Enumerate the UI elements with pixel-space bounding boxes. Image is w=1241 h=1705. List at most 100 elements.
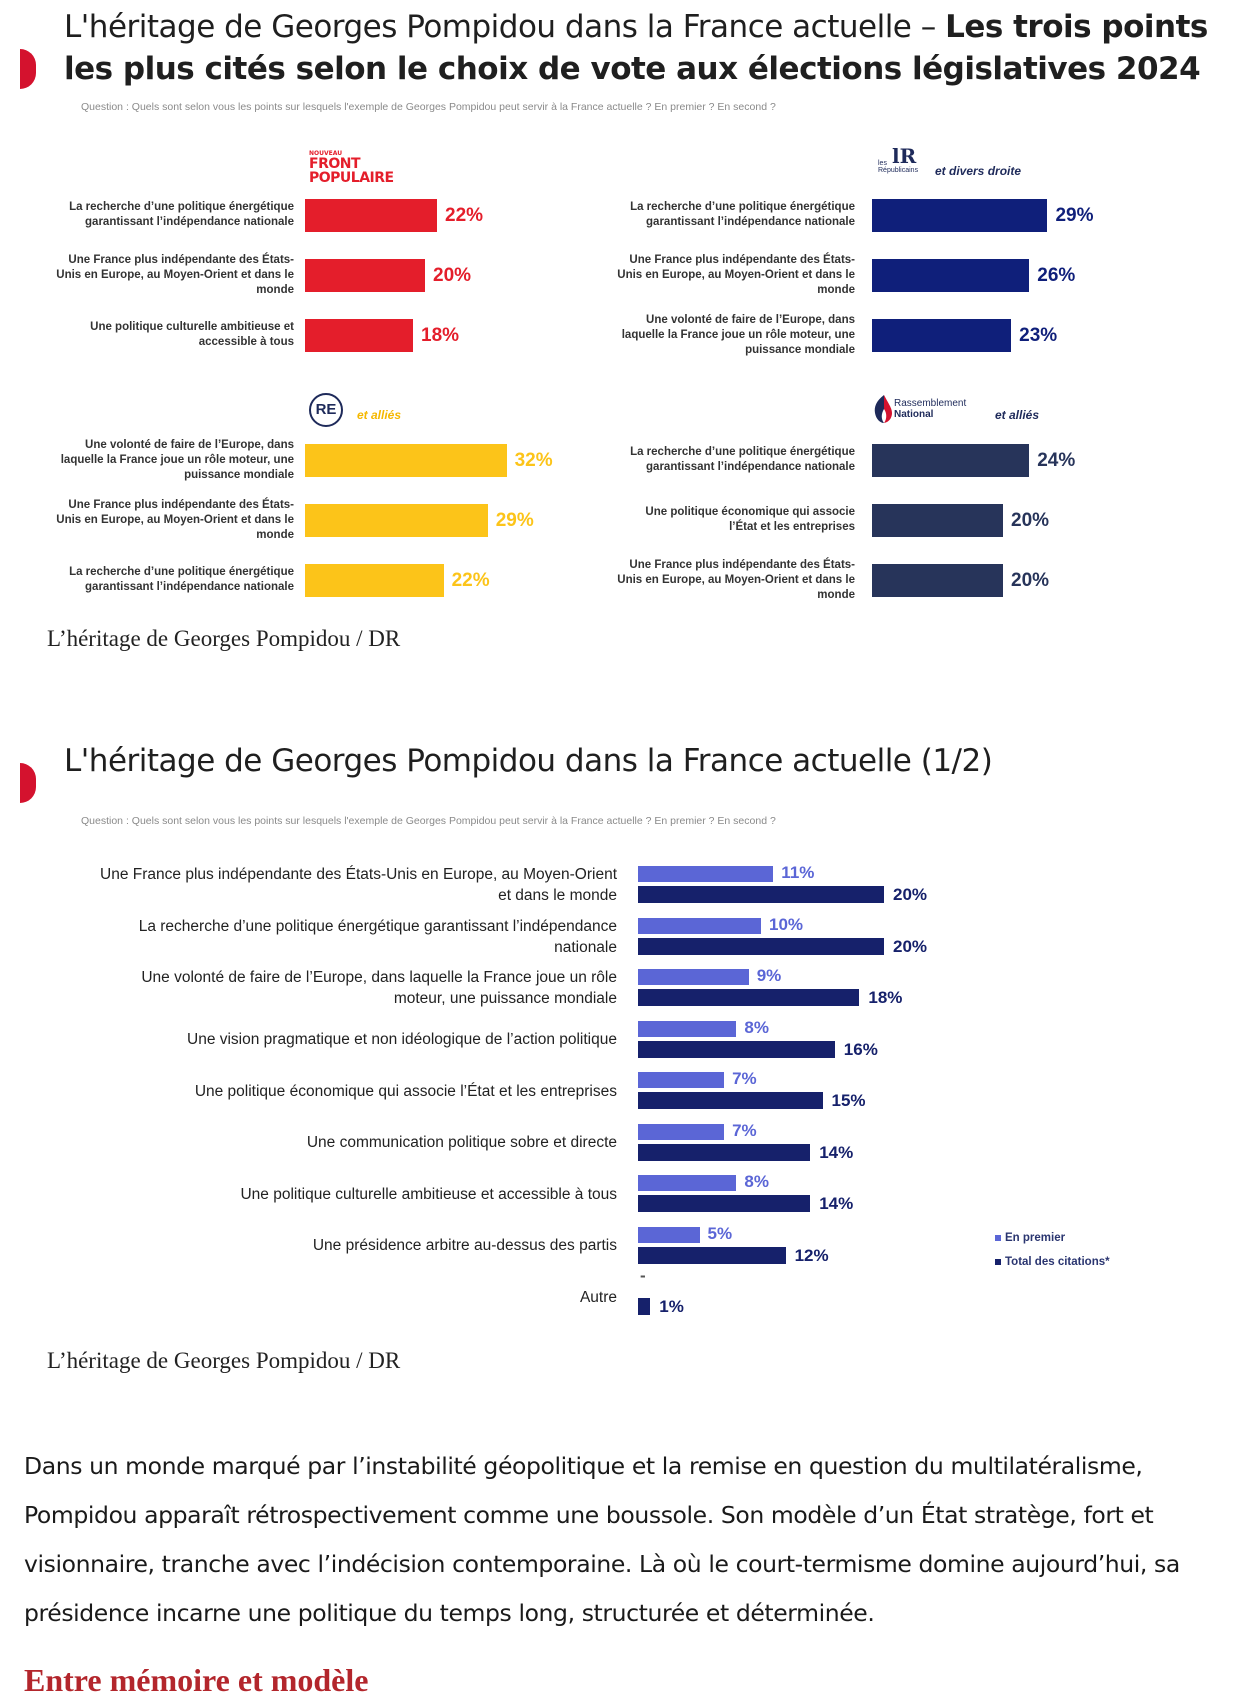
nfp-logo: NOUVEAU FRONT POPULAIRE xyxy=(309,150,394,185)
rn-value-label: 20% xyxy=(1011,570,1050,591)
bar-en-premier xyxy=(638,1123,725,1140)
nfp-logo-small: NOUVEAU xyxy=(309,150,343,157)
value-total: 20% xyxy=(893,936,928,956)
re-logo: RE xyxy=(309,393,343,427)
nfp-logo-line1: FRONT xyxy=(309,156,361,172)
overall-category-label: Une France plus indépendante des États-U… xyxy=(100,866,617,904)
bar-total xyxy=(638,1143,811,1161)
lr-logo-letters: lR xyxy=(892,144,917,168)
rn-suffix: et alliés xyxy=(995,408,1040,422)
value-en-premier: 10% xyxy=(769,914,804,934)
rn-value-label: 20% xyxy=(1011,510,1050,531)
overall-category-label: Une politique culturelle ambitieuse et a… xyxy=(240,1185,617,1203)
figure-1-caption: L’héritage de Georges Pompidou / DR xyxy=(47,626,401,651)
rn-category-label: Une politique économique qui associe l’É… xyxy=(645,506,855,533)
re-bar xyxy=(305,504,488,537)
figure-1-title: L'héritage de Georges Pompidou dans la F… xyxy=(64,6,1234,90)
lr-value-label: 26% xyxy=(1037,265,1076,286)
lr-value-label: 23% xyxy=(1019,325,1058,346)
re-category-label: Une volonté de faire de l’Europe, dans l… xyxy=(60,438,294,481)
value-total: 14% xyxy=(819,1194,854,1213)
bar-en-premier xyxy=(638,917,761,934)
rn-logo-line1: Rassemblement xyxy=(894,398,967,409)
re-bar xyxy=(305,444,507,477)
figure-2-question: Question : Quels sont selon vous les poi… xyxy=(81,815,776,827)
bar-en-premier xyxy=(638,1175,737,1191)
value-total: 12% xyxy=(794,1245,829,1265)
overall-category-label: Une volonté de faire de l’Europe, dans l… xyxy=(141,969,617,1007)
lr-category-label: La recherche d’une politique énergétique… xyxy=(630,201,855,228)
article-paragraph: Dans un monde marqué par l’instabilité g… xyxy=(24,1452,1180,1627)
re-value-label: 29% xyxy=(495,510,534,531)
bar-total xyxy=(638,989,860,1006)
figure-1-question: Question : Quels sont selon vous les poi… xyxy=(81,101,776,113)
nfp-bar xyxy=(305,319,413,352)
figure-1-title-normal: L'héritage de Georges Pompidou dans la F… xyxy=(64,9,946,45)
rn-flame-icon xyxy=(874,395,892,423)
nfp-logo-line2: POPULAIRE xyxy=(309,170,394,186)
re-category-label: La recherche d’une politique énergétique… xyxy=(69,566,294,593)
lr-category-label: Une volonté de faire de l’Europe, dans l… xyxy=(621,313,855,356)
bar-total xyxy=(638,1195,811,1212)
nfp-value-label: 22% xyxy=(445,205,484,226)
rn-logo-line2: National xyxy=(894,409,934,420)
rn-bar xyxy=(872,504,1003,537)
article-subheading: Entre mémoire et modèle xyxy=(24,1662,369,1698)
value-en-premier: - xyxy=(640,1266,646,1285)
figure-2-caption: L’héritage de Georges Pompidou / DR xyxy=(47,1348,401,1373)
bar-total xyxy=(638,886,884,903)
nfp-category-label: La recherche d’une politique énergétique… xyxy=(69,201,294,228)
legend-swatch-total xyxy=(995,1258,1001,1265)
nfp-value-label: 18% xyxy=(421,325,460,346)
legend-label-premier: En premier xyxy=(1005,1232,1066,1244)
value-en-premier: 9% xyxy=(756,966,782,985)
rn-logo: Rassemblement National xyxy=(872,393,966,430)
figure-2-title: L'héritage de Georges Pompidou dans la F… xyxy=(64,743,993,779)
legend-en-premier: En premier xyxy=(995,1232,1065,1244)
value-en-premier: 7% xyxy=(732,1120,757,1140)
legend-swatch-premier xyxy=(995,1234,1001,1241)
lr-bar xyxy=(872,259,1030,292)
value-en-premier: 8% xyxy=(744,1017,769,1037)
lr-bar xyxy=(872,199,1048,232)
re-category-label: Une France plus indépendante des États-U… xyxy=(56,498,294,541)
value-en-premier: 5% xyxy=(707,1223,733,1243)
re-value-label: 32% xyxy=(514,450,553,471)
nfp-category-label: Une politique culturelle ambitieuse et a… xyxy=(90,321,294,348)
nfp-value-label: 20% xyxy=(433,265,472,286)
value-total: 16% xyxy=(843,1039,878,1059)
overall-category-label: Une politique économique qui associe l’É… xyxy=(194,1082,617,1100)
value-total: 20% xyxy=(893,885,928,904)
bar-en-premier xyxy=(638,969,749,985)
bar-en-premier xyxy=(638,1020,737,1037)
value-en-premier: 8% xyxy=(744,1172,769,1191)
value-en-premier: 11% xyxy=(781,863,815,882)
value-en-premier: 7% xyxy=(732,1069,757,1088)
value-total: 18% xyxy=(868,988,903,1007)
figure-1-title-bold-1: Les trois points xyxy=(945,9,1208,45)
lr-value-label: 29% xyxy=(1055,205,1094,226)
legend-total: Total des citations* xyxy=(995,1256,1110,1268)
bar-total xyxy=(638,1298,651,1315)
bar-total xyxy=(638,937,884,955)
bar-en-premier xyxy=(638,1226,700,1243)
rn-value-label: 24% xyxy=(1037,450,1076,471)
overall-category-label: La recherche d’une politique énergétique… xyxy=(138,917,617,956)
rn-bar xyxy=(872,564,1003,597)
lr-bar xyxy=(872,319,1012,352)
nfp-bar xyxy=(305,259,425,292)
bar-total xyxy=(638,1246,786,1264)
re-bar xyxy=(305,564,444,597)
re-suffix: et alliés xyxy=(357,408,402,422)
lr-category-label: Une France plus indépendante des États-U… xyxy=(617,253,855,296)
overall-category-label: Une vision pragmatique et non idéologiqu… xyxy=(187,1031,617,1048)
nfp-category-label: Une France plus indépendante des États-U… xyxy=(56,253,294,296)
legend-label-total: Total des citations* xyxy=(1005,1256,1110,1268)
value-total: 1% xyxy=(659,1297,684,1316)
rn-category-label: Une France plus indépendante des États-U… xyxy=(617,558,855,601)
bar-en-premier xyxy=(638,866,774,882)
rn-bar xyxy=(872,444,1030,477)
overall-category-label: Une communication politique sobre et dir… xyxy=(306,1134,617,1151)
nfp-bar xyxy=(305,199,437,232)
lr-suffix: et divers droite xyxy=(935,164,1022,178)
